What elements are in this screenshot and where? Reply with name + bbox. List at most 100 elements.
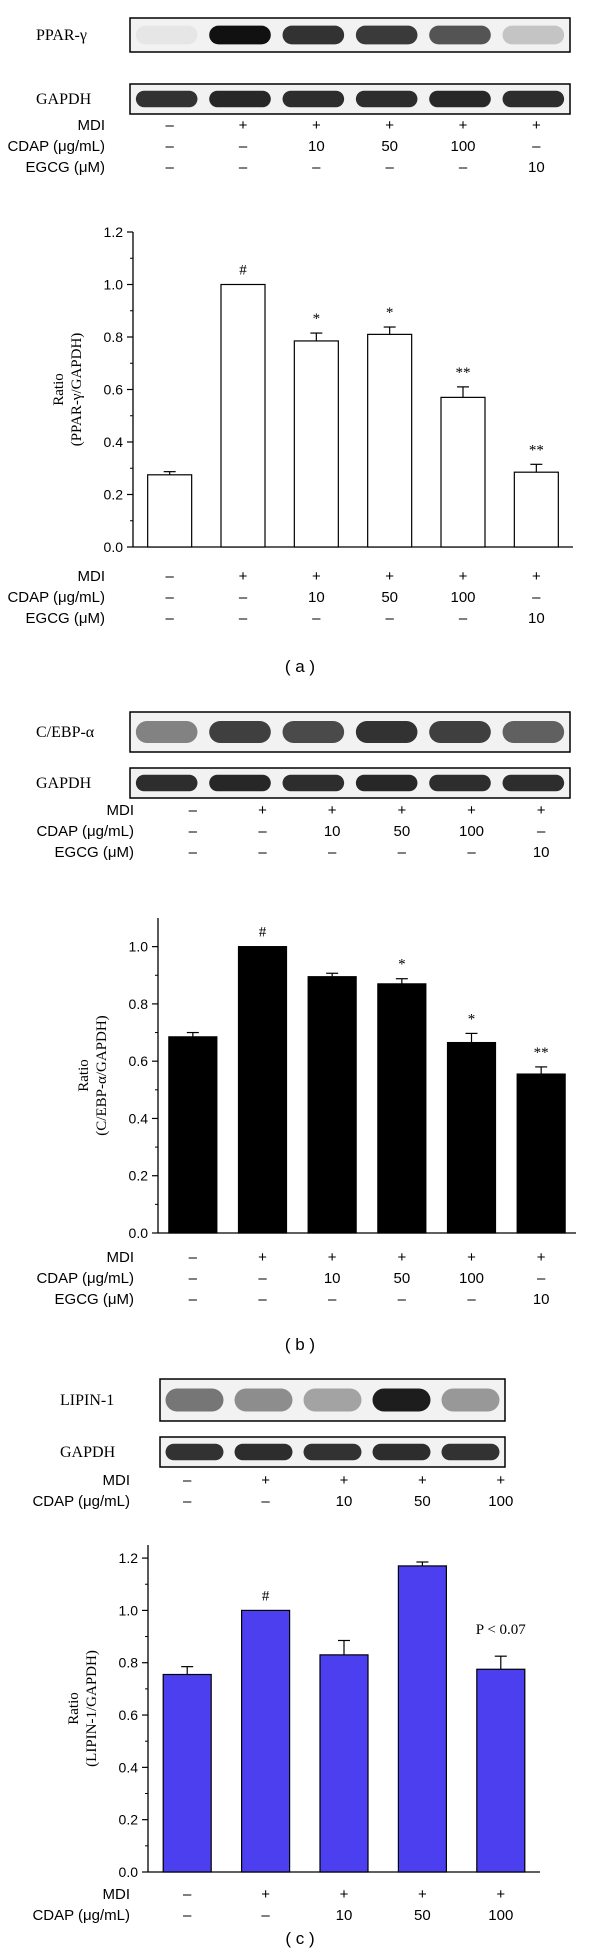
error-bar bbox=[186, 1031, 199, 1037]
treatment-cell: + bbox=[312, 117, 321, 134]
bar-chart: 0.0 0.2 0.4 0.6 0.8 1.0 1.2 Ratio (PPAR-γ/GAPDH)… bbox=[51, 224, 573, 555]
blot-label: PPAR-γ bbox=[36, 27, 87, 44]
treatment-cell: – bbox=[467, 1291, 476, 1308]
y-tick-label: 0.0 bbox=[104, 539, 124, 555]
treatment-cell: – bbox=[261, 1493, 270, 1510]
bar bbox=[377, 983, 427, 1234]
bar bbox=[241, 1609, 291, 1873]
treatment-row-label: CDAP (μg/mL) bbox=[32, 1493, 130, 1510]
blot-band bbox=[234, 1388, 293, 1412]
treatment-row-label: EGCG (μM) bbox=[26, 159, 105, 176]
significance-marker: ** bbox=[456, 365, 471, 381]
treatment-cell: 100 bbox=[459, 823, 484, 840]
treatment-row-label: MDI bbox=[107, 802, 135, 819]
blot-band bbox=[502, 721, 565, 743]
blot-treatment-table: MDI – + + + + + CDAP (μg/mL) – – 10 50 100 – EGCG (μM)… bbox=[36, 802, 549, 861]
treatment-cell: 10 bbox=[336, 1493, 353, 1510]
blot-band bbox=[135, 774, 198, 792]
treatment-cell: 10 bbox=[324, 1270, 341, 1287]
blot-band bbox=[135, 25, 198, 45]
blot-band bbox=[135, 90, 198, 108]
treatment-cell: 50 bbox=[381, 589, 398, 606]
panel-a: PPAR-γ GAPDH MDI – + + + + + CDAP (μg/mL) – – 10 50 10… bbox=[7, 17, 573, 676]
error-bar bbox=[494, 1655, 507, 1670]
blot-band bbox=[441, 1443, 500, 1461]
blot-band bbox=[372, 1388, 431, 1412]
significance-marker: ** bbox=[534, 1045, 549, 1061]
blot-band bbox=[303, 1388, 362, 1412]
treatment-cell: – bbox=[398, 1291, 407, 1308]
treatment-cell: 50 bbox=[414, 1493, 431, 1510]
treatment-cell: – bbox=[165, 568, 174, 585]
treatment-cell: + bbox=[459, 568, 468, 585]
y-tick-label: 1.0 bbox=[129, 939, 149, 955]
panel-caption: ( b ) bbox=[285, 1335, 315, 1354]
blot-band bbox=[372, 1443, 431, 1461]
blot-band bbox=[502, 90, 565, 108]
treatment-cell: 10 bbox=[308, 138, 325, 155]
treatment-cell: – bbox=[459, 159, 468, 176]
treatment-cell: 10 bbox=[324, 823, 341, 840]
treatment-cell: + bbox=[328, 802, 337, 819]
treatment-cell: – bbox=[189, 1270, 198, 1287]
y-tick-label: 1.0 bbox=[119, 1602, 139, 1618]
error-bar bbox=[457, 386, 469, 398]
significance-label: P < 0.07 bbox=[476, 1622, 526, 1638]
error-bar bbox=[338, 1639, 350, 1655]
treatment-cell: – bbox=[183, 1886, 192, 1903]
treatment-cell: + bbox=[459, 117, 468, 134]
treatment-cell: + bbox=[261, 1472, 270, 1489]
blot-band bbox=[282, 90, 345, 108]
treatment-cell: – bbox=[385, 610, 394, 627]
significance-marker: * bbox=[386, 305, 394, 321]
treatment-cell: + bbox=[467, 1249, 476, 1266]
treatment-cell: 100 bbox=[450, 138, 475, 155]
blot-band bbox=[282, 721, 345, 743]
bar bbox=[168, 1036, 218, 1234]
treatment-row-label: MDI bbox=[103, 1472, 131, 1489]
blot-band bbox=[502, 774, 565, 792]
treatment-cell: – bbox=[312, 159, 321, 176]
treatment-row-label: MDI bbox=[107, 1249, 135, 1266]
treatment-cell: + bbox=[496, 1472, 505, 1489]
y-tick-label: 0.8 bbox=[129, 996, 149, 1012]
treatment-cell: – bbox=[467, 844, 476, 861]
bar bbox=[220, 283, 266, 548]
y-axis-label: Ratio bbox=[51, 373, 67, 406]
y-tick-label: 1.2 bbox=[119, 1550, 139, 1566]
treatment-cell: – bbox=[532, 589, 541, 606]
treatment-cell: – bbox=[189, 1249, 198, 1266]
treatment-cell: 50 bbox=[393, 823, 410, 840]
blot-band bbox=[429, 25, 491, 45]
treatment-cell: – bbox=[532, 138, 541, 155]
treatment-cell: 100 bbox=[459, 1270, 484, 1287]
treatment-cell: – bbox=[165, 117, 174, 134]
y-tick-label: 0.6 bbox=[104, 382, 124, 398]
treatment-cell: – bbox=[261, 1907, 270, 1924]
treatment-row-label: MDI bbox=[103, 1886, 131, 1903]
blot-label: C/EBP-α bbox=[36, 724, 95, 741]
bar bbox=[367, 333, 413, 548]
treatment-cell: – bbox=[398, 844, 407, 861]
treatment-row-label: EGCG (μM) bbox=[55, 844, 134, 861]
treatment-cell: – bbox=[258, 844, 267, 861]
treatment-cell: + bbox=[532, 568, 541, 585]
error-bar bbox=[530, 463, 543, 473]
blot-band bbox=[209, 90, 271, 108]
y-tick-label: 0.8 bbox=[119, 1655, 139, 1671]
error-bar bbox=[383, 326, 396, 335]
treatment-cell: + bbox=[397, 1249, 406, 1266]
treatment-row-label: CDAP (μg/mL) bbox=[7, 138, 105, 155]
y-tick-label: 1.0 bbox=[104, 277, 124, 293]
treatment-cell: + bbox=[537, 1249, 546, 1266]
treatment-cell: – bbox=[239, 610, 248, 627]
treatment-cell: 50 bbox=[393, 1270, 410, 1287]
panel-b: C/EBP-α GAPDH MDI – + + + + + CDAP (μg/mL) – – 10 50 1… bbox=[36, 711, 576, 1354]
treatment-cell: – bbox=[459, 610, 468, 627]
y-tick-label: 0.8 bbox=[104, 329, 124, 345]
treatment-cell: + bbox=[418, 1886, 427, 1903]
chart-treatment-table: MDI – + + + + CDAP (μg/mL) – – 10 50 100 bbox=[32, 1886, 513, 1924]
bar-chart: 0.0 0.2 0.4 0.6 0.8 1.0 Ratio (C/EBP-α/GAPDH) # *… bbox=[76, 918, 576, 1241]
significance-marker: * bbox=[468, 1011, 476, 1027]
panel-caption: ( a ) bbox=[285, 657, 315, 676]
